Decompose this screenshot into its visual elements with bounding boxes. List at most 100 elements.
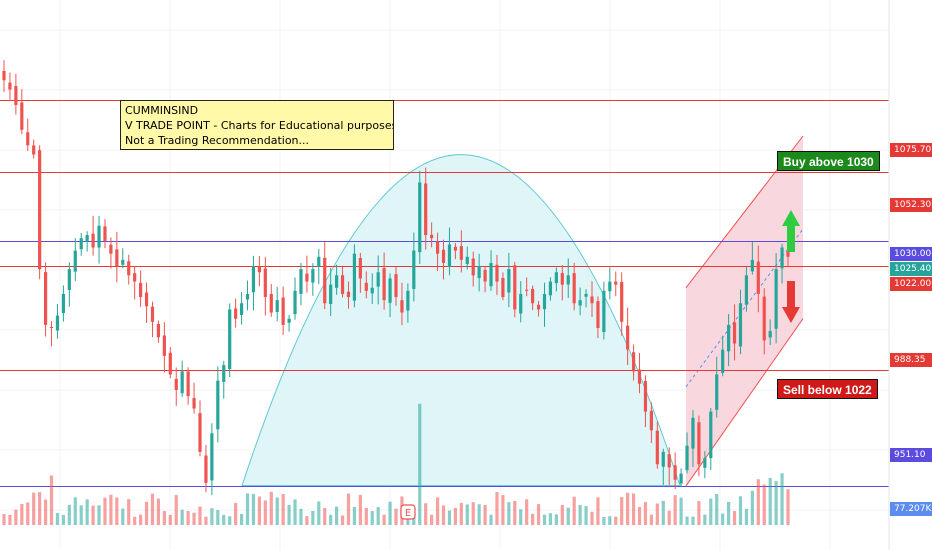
candle-body [263, 268, 267, 298]
volume-bar [168, 514, 172, 525]
candle-body [376, 272, 380, 287]
candle-body [495, 264, 499, 282]
volume-bar [453, 507, 457, 525]
candle-body [61, 293, 65, 314]
candle-body [738, 303, 743, 347]
volume-bar [382, 514, 386, 525]
volume-bar [602, 516, 606, 525]
volume-bar [192, 512, 196, 525]
volume-bar [32, 492, 36, 525]
up-arrow-icon [782, 210, 800, 252]
candle-body [614, 281, 618, 285]
volume-bar [388, 501, 392, 525]
volume-bar [251, 493, 256, 525]
volume-bar [709, 498, 713, 525]
candle-body [608, 281, 612, 292]
candle-body [281, 297, 285, 325]
volume-bar [133, 516, 137, 525]
candle-body [168, 352, 172, 375]
candle-body [150, 306, 155, 322]
candle-body [519, 293, 523, 314]
candle-body [156, 323, 161, 338]
volume-bar [376, 507, 380, 525]
candle-body [222, 365, 226, 382]
volume-bar [257, 496, 261, 525]
volume-bar [744, 508, 749, 525]
candle-body [584, 293, 588, 297]
candle-body [732, 322, 737, 344]
earnings-marker[interactable]: E [400, 504, 416, 520]
candle-body [133, 273, 137, 282]
candle-body [323, 257, 327, 304]
candle-body [228, 309, 232, 370]
volume-bar [43, 499, 48, 525]
candle-body [20, 102, 24, 130]
candle-body [370, 287, 374, 294]
buy-signal-label[interactable]: Buy above 1030 [777, 151, 880, 171]
candle-body [542, 293, 547, 310]
candle-body [216, 380, 220, 430]
volume-bar [560, 505, 564, 525]
volume-bar [180, 509, 184, 525]
note-line-symbol: CUMMINSIND [125, 104, 199, 117]
volume-bar [55, 513, 60, 525]
volume-bar [525, 499, 529, 525]
volume-bar [548, 513, 553, 525]
chart-note[interactable]: CUMMINSIND V TRADE POINT - Charts for Ed… [120, 100, 394, 150]
candle-body [483, 269, 487, 282]
candle-body [394, 274, 398, 298]
candle-body [174, 378, 178, 390]
candle-body [103, 226, 107, 242]
candle-body [750, 259, 754, 272]
down-arrow-icon [782, 281, 800, 323]
candle-body [91, 233, 95, 248]
volume-bar [26, 502, 30, 525]
volume-bar [293, 499, 297, 525]
candle-body [786, 251, 790, 257]
candle-body [661, 451, 665, 467]
volume-bar [370, 511, 374, 525]
volume-bar [786, 489, 790, 525]
volume-bar [477, 504, 481, 525]
candle-body [79, 238, 83, 250]
volume-bar [631, 493, 636, 525]
candle-body [453, 246, 457, 251]
candle-body [340, 275, 345, 294]
volume-bar [317, 501, 321, 525]
candle-body [703, 458, 707, 468]
candle-body [691, 417, 695, 449]
candle-body [400, 300, 404, 313]
volume-bar [738, 496, 743, 525]
volume-bar [38, 492, 42, 525]
volume-bar [495, 492, 499, 525]
volume-bar [489, 514, 493, 525]
volume-bar [774, 481, 778, 525]
volume-bar [162, 511, 166, 525]
volume-bar [441, 505, 446, 525]
candle-body [637, 369, 642, 384]
volume-bar [222, 514, 226, 525]
volume-bar [655, 503, 659, 525]
volume-bar [715, 494, 719, 525]
volume-bar [103, 497, 107, 525]
sell-signal-label[interactable]: Sell below 1022 [777, 379, 878, 399]
candle-body [697, 422, 701, 465]
volume-label: 77.207K [890, 502, 932, 516]
candle-body [352, 253, 357, 301]
volume-bar [210, 508, 214, 525]
volume-bar [139, 514, 143, 525]
candle-body [548, 281, 553, 296]
candle-body [560, 273, 564, 285]
volume-bar [335, 506, 339, 525]
candle-body [471, 258, 475, 276]
volume-bar [287, 504, 291, 525]
candle-body [358, 258, 362, 279]
candle-body [774, 269, 778, 329]
signal-arrows [782, 210, 800, 323]
candle-body [245, 293, 250, 300]
candle-body [412, 250, 416, 289]
candle-body [335, 275, 339, 288]
candle-body [269, 293, 273, 313]
price-label-1075: 1075.70 [890, 143, 932, 157]
